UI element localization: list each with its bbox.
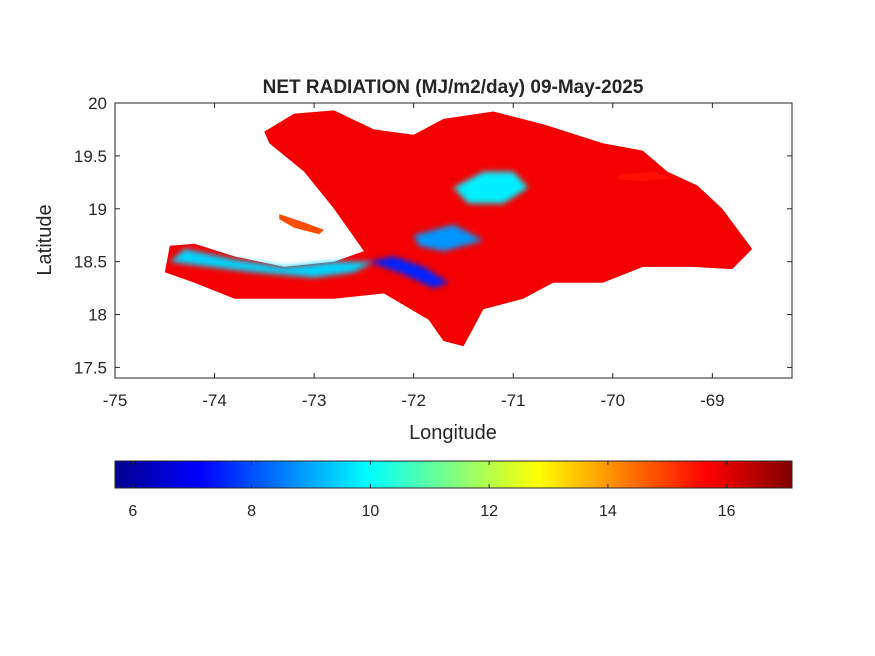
colorbar-tick-label: 12 — [480, 503, 498, 520]
x-tick-label: -72 — [401, 391, 426, 410]
map-layer — [164, 110, 753, 347]
y-axis-label: Latitude — [34, 204, 56, 275]
region-4 — [169, 249, 374, 278]
colorbar-tick-label: 8 — [247, 503, 256, 520]
chart-title: NET RADIATION (MJ/m2/day) 09-May-2025 — [263, 77, 644, 98]
region-6 — [453, 171, 529, 204]
x-tick-label: -69 — [700, 391, 725, 410]
region-2 — [279, 214, 325, 235]
y-tick-label: 19.5 — [74, 147, 107, 166]
x-tick-label: -71 — [501, 391, 526, 410]
x-axis-label: Longitude — [409, 422, 497, 444]
colorbar-tick-label: 16 — [718, 503, 736, 520]
colorbar-tick-label: 10 — [361, 503, 379, 520]
colorbar — [114, 460, 793, 489]
colorbar-tick-label: 6 — [128, 503, 137, 520]
region-3 — [617, 171, 673, 182]
y-axis-ticks: 17.5 18 18.5 19 19.5 20 — [74, 94, 792, 377]
x-tick-label: -70 — [601, 391, 626, 410]
x-tick-label: -73 — [302, 391, 327, 410]
y-tick-label: 17.5 — [74, 358, 107, 377]
axes-box — [114, 102, 793, 379]
y-tick-label: 18 — [88, 306, 107, 325]
region-5 — [368, 256, 449, 289]
x-tick-label: -75 — [103, 391, 128, 410]
region-7 — [413, 224, 484, 252]
x-tick-label: -74 — [202, 391, 227, 410]
y-tick-label: 19 — [88, 200, 107, 219]
colorbar-ticks: 6 8 10 12 14 16 — [128, 461, 736, 520]
x-axis-ticks: -75 -74 -73 -72 -71 -70 -69 — [103, 103, 725, 410]
colorbar-tick-label: 14 — [599, 503, 617, 520]
y-tick-label: 20 — [88, 94, 107, 113]
y-tick-label: 18.5 — [74, 253, 107, 272]
